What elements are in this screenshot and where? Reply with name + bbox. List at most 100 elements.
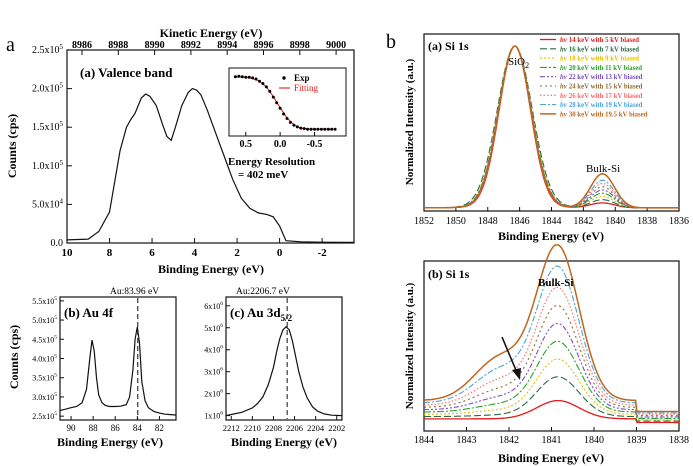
si1s-top-xtick-label: 1840 — [605, 216, 625, 227]
au4f-panel: Au:83.96 eV 90 88 86 84 82 2.5x1053.0x1053.5… — [7, 287, 177, 449]
au4f-y-ticks: 2.5x1053.0x1053.5x1054.0x1054.5x1055.0x1… — [32, 296, 64, 421]
inset-caption-line1: Energy Resolution — [228, 156, 315, 168]
si1s-bottom-series-line — [424, 358, 679, 421]
inset-exp-point — [240, 75, 244, 79]
inset-exp-point — [295, 125, 299, 129]
au4f-ytick-label: 3.0x105 — [32, 392, 57, 402]
legend-text: 20 keV with 11 kV biased — [569, 65, 642, 72]
inset-exp-point — [326, 127, 330, 131]
inset-exp-point — [319, 127, 323, 131]
legend-text: 14 keV with 5 kV biased — [569, 37, 639, 44]
au4f-x-ticks: 90 88 86 84 82 — [67, 416, 164, 433]
legend-text: 16 keV with 7 kV biased — [569, 46, 639, 53]
si1s-top-xtick-label: 1848 — [478, 216, 498, 227]
au4f-ytick-label-exp: 5 — [54, 373, 57, 379]
si1s-bottom-panel: 1844 1843 1842 1841 1840 1839 1838 (b) Si 1s B… — [404, 243, 689, 465]
inset-exp-point — [251, 76, 255, 80]
si1s-bottom-xtick-label: 1840 — [584, 435, 604, 446]
legend-text: 18 keV with 9 kV biased — [569, 56, 639, 63]
legend-entry: hv 22 keV with 13 kV biased — [560, 74, 643, 81]
legend-text: 26 keV with 17 kV biased — [569, 93, 643, 100]
top-axis-label: Kinetic Energy (eV) — [160, 26, 263, 40]
au3d-ytick-label-exp: 6 — [220, 345, 223, 351]
si1s-bottom-series-line — [423, 243, 679, 413]
au3d-xtick-label: 2212 — [223, 423, 240, 433]
au3d-ytick-label: 6x106 — [204, 301, 223, 311]
inset-exp-point — [271, 95, 275, 99]
au4f-ytick-label-exp: 5 — [54, 411, 57, 417]
inset-exp-point — [302, 127, 306, 131]
au3d-xtick-label: 2206 — [286, 423, 303, 433]
au4f-ytick-label: 4.5x105 — [32, 334, 57, 344]
au3d-ytick-label-exp: 6 — [220, 301, 223, 307]
valence-ytick-label: 2.0x105 — [32, 82, 64, 95]
inset-exp-point — [313, 127, 316, 131]
valence-ytick-label-base: 1.5x10 — [32, 122, 60, 133]
au4f-ytick-label-exp: 5 — [54, 296, 57, 302]
si1s-top-x-ticks: 1852 1850 1848 1846 1844 1842 1840 1838 1836 — [414, 207, 689, 227]
si1s-bottom-series-line — [424, 340, 679, 419]
inset-frame — [228, 67, 347, 137]
panel-letter-a: a — [6, 34, 15, 56]
legend-text: 28 keV with 19 kV biased — [569, 102, 643, 109]
au4f-xtick-label: 90 — [67, 423, 77, 433]
legend-entry: hv 20 keV with 11 kV biased — [560, 65, 642, 72]
au3d-xtick-label: 2202 — [328, 423, 345, 433]
si1s-top-series — [424, 45, 679, 209]
valence-band-line — [66, 87, 354, 243]
valence-ytick-label: 0.0 — [51, 238, 64, 249]
au3d-line — [225, 325, 343, 417]
inset-exp-point — [247, 75, 251, 79]
valence-ytick-label-exp: 5 — [60, 43, 64, 51]
au3d-marker-label: Au:2206.7 eV — [236, 287, 290, 297]
valence-xtick-label: 2 — [234, 247, 240, 259]
si1s-bottom-xtick-label: 1844 — [414, 435, 434, 446]
au4f-ytick-label-base: 3.5x10 — [32, 374, 54, 383]
top-tick-label: 8990 — [145, 40, 165, 51]
valence-frame — [66, 49, 355, 244]
legend-hv: hv — [560, 37, 568, 44]
legend-hv: hv — [560, 84, 568, 91]
sio2-label-sub: 2 — [525, 61, 529, 70]
si1s-bottom-title: (b) Si 1s — [428, 267, 470, 281]
au3d-ytick-label: 2x106 — [204, 389, 223, 399]
au4f-ytick-label-exp: 5 — [54, 315, 57, 321]
au3d-ytick-label-base: 6x10 — [204, 302, 220, 311]
top-tick-label: 8992 — [181, 40, 201, 51]
au3d-ytick-label-base: 2x10 — [204, 390, 220, 399]
inset-exp-point — [268, 89, 272, 93]
au3d-xtick-label: 2210 — [244, 423, 261, 433]
au3d-title-main: (c) Au 3d — [230, 305, 281, 320]
si1s-bottom-series-line — [423, 265, 679, 414]
si1s-top-xlabel: Binding Energy (eV) — [498, 229, 604, 243]
sio2-label: SiO2 — [508, 56, 529, 70]
si1s-bottom-x-ticks: 1844 1843 1842 1841 1840 1839 1838 — [414, 427, 689, 446]
au3d-xtick-label: 2208 — [265, 423, 282, 433]
si1s-bottom-xtick-label: 1842 — [499, 435, 519, 446]
valence-panel: Kinetic Energy (eV) 8986 8988 8990 8992 8994… — [5, 26, 355, 276]
inset-caption-line2: = 402 meV — [238, 169, 288, 181]
legend-hv: hv — [560, 56, 568, 63]
inset-exp-point — [285, 117, 289, 120]
inset-exp-point — [299, 126, 303, 130]
top-tick-label: 8996 — [254, 40, 274, 51]
inset-xtick-label: -0.5 — [307, 139, 323, 150]
inset-exp-point — [237, 74, 241, 78]
legend-entry: hv 30 keV with 19.5 kV biased — [560, 111, 648, 118]
au3d-ytick-label-exp: 6 — [220, 367, 223, 373]
si1s-top-ylabel: Normalized Intensity (a.u.) — [404, 58, 416, 185]
top-tick-label: 9000 — [326, 40, 346, 51]
valence-ytick-label: 1.5x105 — [32, 120, 64, 133]
valence-title: (a) Valence band — [80, 65, 173, 80]
au4f-ytick-label: 3.5x105 — [32, 373, 57, 383]
au4f-ytick-label: 4.0x105 — [32, 354, 57, 364]
si1s-bottom-xtick-label: 1839 — [627, 435, 647, 446]
si1s-top-xtick-label: 1852 — [414, 216, 434, 227]
legend-hv: hv — [560, 102, 568, 109]
legend-entry: hv 28 keV with 19 kV biased — [560, 102, 643, 109]
valence-ytick-label-exp: 4 — [60, 197, 64, 205]
au3d-title-sub: 5/2 — [281, 313, 293, 323]
inset-xtick-label: 0.0 — [274, 139, 287, 150]
valence-ytick-label-exp: 5 — [60, 120, 64, 128]
